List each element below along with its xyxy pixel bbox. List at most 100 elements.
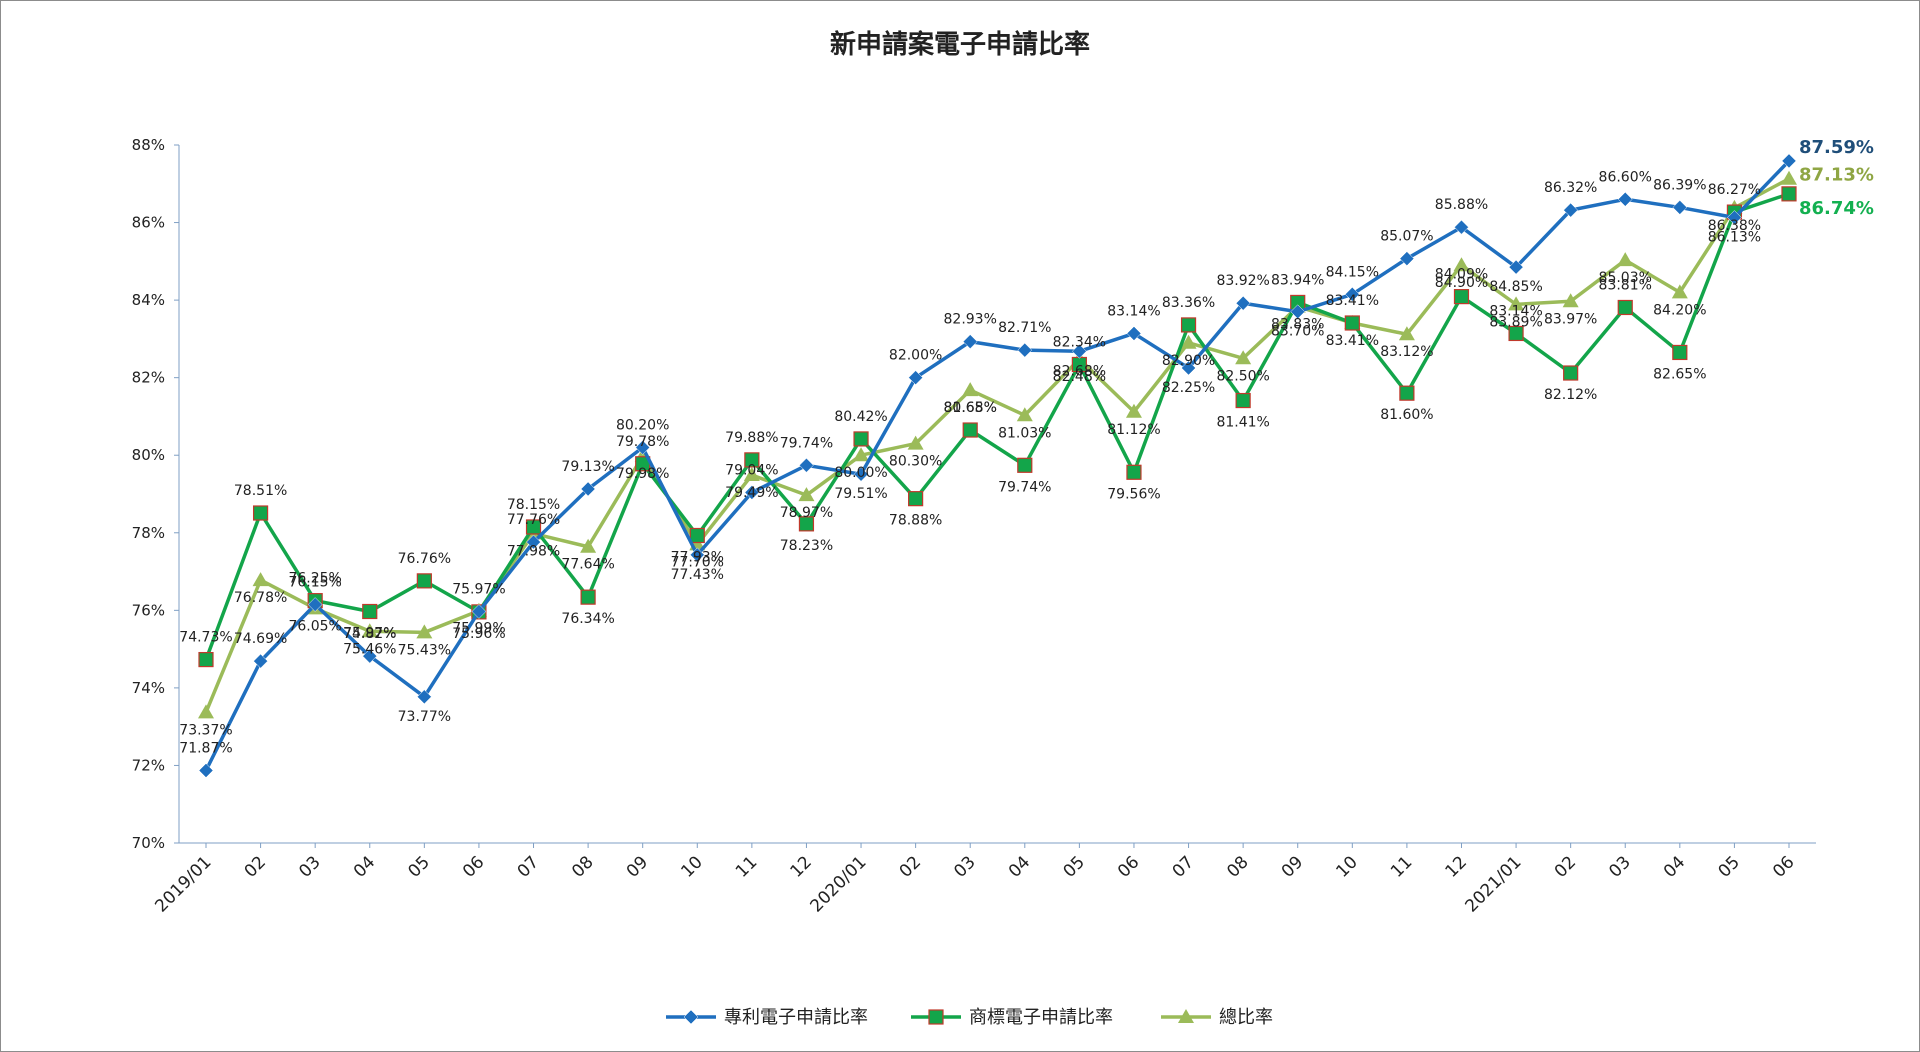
point-marker-square (416, 573, 432, 589)
x-tick-label: 10 (677, 852, 706, 881)
point-marker-square (580, 589, 596, 605)
data-label: 78.97% (780, 505, 833, 521)
point-marker-diamond (635, 440, 651, 455)
y-tick-label: 72% (132, 756, 165, 774)
point-marker-triangle (252, 572, 269, 587)
data-label: 83.41% (1326, 333, 1379, 349)
point-marker-diamond (1290, 304, 1306, 320)
point-marker-diamond (253, 653, 268, 669)
x-tick-label: 04 (1005, 852, 1034, 881)
data-label: 77.70% (671, 554, 724, 570)
data-label: 82.71% (998, 320, 1051, 336)
point-marker-diamond (526, 534, 541, 550)
point-marker-diamond (1399, 251, 1415, 266)
data-label: 79.78% (616, 434, 669, 450)
data-label: 83.14% (1489, 303, 1542, 319)
data-label: 80.00% (834, 465, 887, 481)
data-label: 75.46% (343, 641, 396, 657)
data-label: 86.13% (1708, 230, 1761, 246)
point-marker-square (689, 527, 705, 544)
point-marker-square (1672, 344, 1688, 361)
y-tick-label: 84% (132, 291, 165, 309)
data-label: 75.43% (398, 642, 451, 658)
data-label: 82.65% (1653, 366, 1706, 382)
data-label: 79.88% (725, 430, 778, 446)
series-line (204, 177, 1790, 713)
point-marker-diamond (1563, 202, 1579, 218)
data-label: 86.39% (1653, 177, 1706, 193)
point-marker-square (1235, 392, 1251, 409)
x-tick-label: 09 (623, 852, 652, 881)
point-marker-triangle (743, 466, 760, 481)
point-marker-diamond (1072, 343, 1087, 359)
point-marker-triangle (1398, 326, 1415, 341)
point-marker-triangle (1125, 403, 1142, 418)
point-marker-square (853, 431, 869, 447)
point-marker-triangle (198, 704, 214, 719)
data-label: 74.82% (343, 626, 396, 642)
data-label: 79.13% (561, 459, 614, 475)
data-label: 79.51% (834, 486, 887, 502)
data-label: 75.99% (452, 621, 505, 637)
data-label: 79.74% (998, 479, 1051, 495)
point-marker-diamond (1672, 200, 1688, 215)
point-marker-diamond (1781, 153, 1797, 169)
data-label: 74.69% (234, 631, 287, 647)
point-marker-triangle (580, 538, 597, 553)
x-tick-label: 12 (1442, 852, 1471, 881)
data-label: 78.23% (780, 538, 833, 554)
data-label: 81.41% (1216, 415, 1269, 431)
end-data-label: 87.13% (1799, 165, 1874, 186)
data-label: 75.97% (452, 581, 505, 597)
data-label: 76.34% (561, 611, 614, 627)
data-label: 82.25% (1162, 380, 1215, 396)
x-tick-label: 04 (350, 852, 379, 881)
x-tick-label: 09 (1278, 852, 1307, 881)
data-label: 82.93% (944, 312, 997, 328)
point-marker-square (1180, 317, 1197, 333)
legend-label: 總比率 (1219, 1007, 1273, 1028)
series-line (204, 159, 1791, 772)
data-label: 79.49% (725, 485, 778, 501)
point-marker-diamond (471, 604, 487, 619)
point-marker-triangle (1016, 407, 1033, 422)
data-label: 84.20% (1653, 302, 1706, 318)
data-label: 76.78% (234, 590, 287, 606)
series-2 (198, 170, 1797, 719)
data-label: 83.97% (1544, 311, 1597, 327)
y-tick-label: 74% (132, 679, 165, 697)
data-label: 83.83% (1271, 317, 1324, 333)
y-tick-label: 76% (132, 601, 165, 619)
legend-label: 專利電子申請比率 (724, 1007, 868, 1028)
data-label: 83.81% (1599, 277, 1652, 293)
data-label: 77.93% (671, 549, 724, 565)
data-label: 71.87% (179, 740, 232, 756)
data-label: 74.73% (179, 630, 232, 646)
data-label: 80.65% (944, 400, 997, 416)
legend-item-0: 專利電子申請比率 (666, 1007, 868, 1028)
point-marker-square (1781, 186, 1797, 202)
point-marker-diamond (1617, 191, 1633, 207)
data-label: 80.20% (616, 417, 669, 433)
x-tick-label: 07 (1169, 852, 1198, 881)
data-label: 79.04% (725, 462, 778, 478)
data-label: 86.32% (1544, 180, 1597, 196)
point-marker-square (198, 651, 214, 668)
point-marker-diamond (962, 334, 978, 349)
x-tick-label: 05 (1715, 852, 1744, 881)
point-marker-square (1017, 457, 1033, 473)
data-label: 73.77% (398, 709, 451, 725)
x-tick-label: 12 (787, 852, 816, 881)
point-marker-triangle (1562, 293, 1579, 308)
data-label: 79.56% (1107, 486, 1160, 502)
data-label: 84.09% (1435, 267, 1488, 283)
x-tick-label: 11 (1387, 852, 1416, 881)
x-tick-label: 2019/01 (151, 852, 215, 916)
point-marker-triangle (361, 623, 378, 638)
point-marker-diamond (1017, 342, 1033, 358)
x-tick-label: 08 (1223, 852, 1252, 881)
data-label: 77.64% (561, 557, 614, 573)
point-marker-triangle (907, 435, 924, 450)
y-tick-label: 88% (132, 136, 165, 154)
